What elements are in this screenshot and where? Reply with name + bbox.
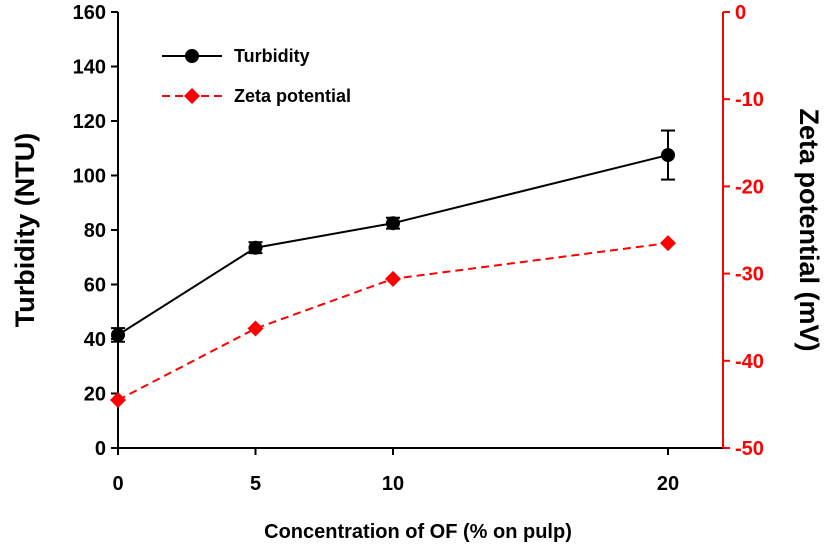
legend: Turbidity Zeta potential <box>162 46 351 106</box>
right-tick-label: -40 <box>735 351 764 373</box>
data-point <box>385 270 401 287</box>
data-point <box>386 216 400 231</box>
data-point <box>248 240 263 255</box>
legend-label: Turbidity <box>234 46 310 66</box>
series-layer <box>110 129 676 409</box>
left-tick-label: 20 <box>84 384 106 406</box>
data-point <box>110 392 126 409</box>
x-tick-label: 10 <box>382 473 404 495</box>
left-tick-label: 0 <box>95 438 106 460</box>
right-tick-label: 0 <box>735 2 746 24</box>
legend-label: Zeta potential <box>234 86 351 106</box>
x-axis-ticks: 0 5 10 20 <box>112 448 679 495</box>
left-tick-label: 160 <box>73 2 106 24</box>
left-tick-label: 120 <box>73 111 106 133</box>
legend-item: Zeta potential <box>162 86 351 106</box>
left-tick-label: 60 <box>84 275 106 297</box>
right-tick-label: -30 <box>735 264 764 286</box>
left-axis-ticks: 0 20 40 60 80 100 120 140 160 <box>73 2 118 460</box>
x-tick-label: 20 <box>657 473 679 495</box>
series-line <box>117 154 669 336</box>
axes-frame <box>117 12 724 449</box>
right-tick-label: -20 <box>735 176 764 198</box>
data-point <box>661 148 675 163</box>
legend-marker <box>185 49 199 63</box>
x-tick-label: 5 <box>250 473 261 495</box>
legend-marker <box>184 88 200 104</box>
left-axis-title: Turbidity (NTU) <box>10 133 40 327</box>
data-point <box>660 235 676 252</box>
left-tick-label: 80 <box>84 220 106 242</box>
series-turbidity <box>111 129 675 343</box>
data-point <box>247 320 264 337</box>
legend-item: Turbidity <box>162 46 310 66</box>
right-tick-label: -10 <box>735 89 764 111</box>
left-tick-label: 100 <box>73 166 106 188</box>
x-axis-title: Concentration of OF (% on pulp) <box>264 521 572 543</box>
right-axis-ticks: 0 -10 -20 -30 -40 -50 <box>723 2 764 460</box>
x-tick-label: 0 <box>112 473 123 495</box>
left-tick-label: 40 <box>84 329 106 351</box>
left-tick-label: 140 <box>73 57 106 79</box>
right-axis-title: Zeta potential (mV) <box>794 108 824 351</box>
data-point <box>111 327 125 342</box>
series-line <box>117 242 669 401</box>
right-tick-label: -50 <box>735 438 764 460</box>
series-zeta-potential <box>110 235 676 409</box>
